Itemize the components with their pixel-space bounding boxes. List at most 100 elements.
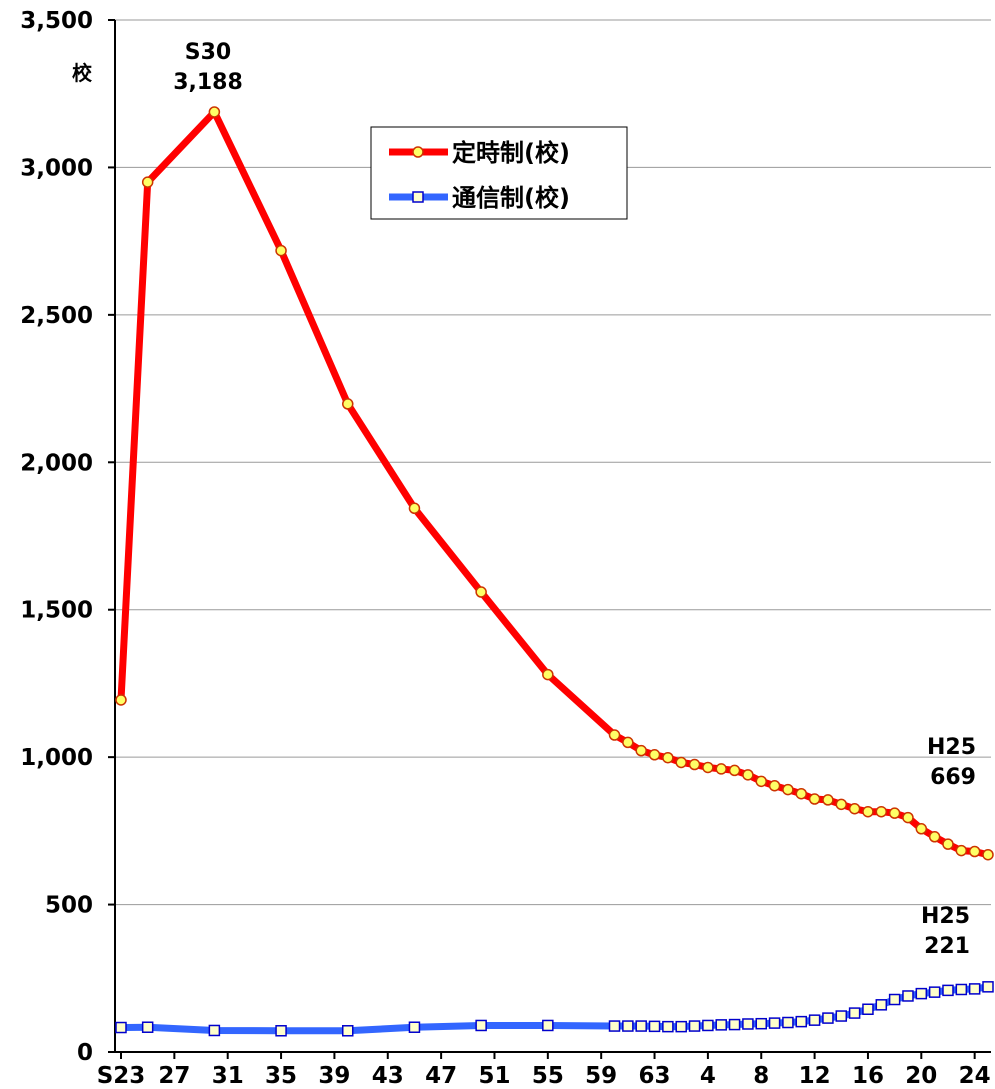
tsushinsei-point bbox=[688, 1020, 701, 1032]
teijisei-point bbox=[982, 848, 994, 861]
tsushinsei-point bbox=[542, 1019, 554, 1032]
y-tick-label: 0 bbox=[77, 1040, 93, 1066]
tsushinsei-point bbox=[662, 1020, 674, 1033]
x-tick-label: 16 bbox=[852, 1063, 884, 1089]
tsushinsei-point bbox=[928, 986, 941, 998]
tsushinsei-point bbox=[275, 1025, 287, 1037]
legend-label-teijisei: 定時制(校) bbox=[452, 139, 570, 167]
tsushinsei-point bbox=[782, 1016, 794, 1029]
legend-marker-teijisei bbox=[412, 146, 424, 158]
x-tick-label: 55 bbox=[532, 1063, 564, 1089]
teijisei-point bbox=[955, 844, 968, 857]
teijisei-point bbox=[782, 783, 794, 796]
tsushinsei-point bbox=[342, 1025, 354, 1037]
teijisei-point bbox=[208, 106, 221, 118]
tsushinsei-point bbox=[208, 1024, 221, 1037]
tsushinsei-point bbox=[702, 1019, 714, 1032]
teijisei-point bbox=[808, 793, 821, 805]
legend-box bbox=[370, 126, 628, 220]
tsushinsei-point bbox=[675, 1020, 687, 1033]
teijisei-point bbox=[742, 769, 754, 781]
x-tick-label: 63 bbox=[639, 1063, 671, 1089]
teijisei-point bbox=[342, 398, 354, 410]
y-tick-label: 3,500 bbox=[20, 8, 93, 34]
teijisei-point bbox=[822, 794, 834, 806]
y-tick-label: 1,000 bbox=[20, 745, 93, 771]
y-tick-label: 500 bbox=[45, 893, 93, 919]
teijisei-point bbox=[622, 736, 634, 749]
annotation-label: H25 221 bbox=[921, 904, 970, 959]
teijisei-point bbox=[275, 244, 287, 257]
teijisei-point bbox=[768, 779, 781, 792]
tsushinsei-point bbox=[808, 1014, 821, 1026]
tsushinsei-point bbox=[875, 999, 888, 1011]
x-tick-label: 31 bbox=[212, 1063, 244, 1089]
tsushinsei-point bbox=[848, 1007, 861, 1019]
teijisei-point bbox=[968, 845, 981, 858]
x-tick-label: 39 bbox=[318, 1063, 350, 1089]
x-tick-label: 4 bbox=[700, 1063, 716, 1089]
tsushinsei-point bbox=[608, 1020, 621, 1032]
tsushinsei-point bbox=[141, 1021, 154, 1033]
tsushinsei-point bbox=[835, 1010, 848, 1022]
teijisei-point bbox=[835, 798, 848, 811]
tsushinsei-point bbox=[795, 1015, 808, 1028]
tsushinsei-point bbox=[982, 981, 994, 993]
tsushinsei-point bbox=[888, 993, 901, 1006]
tsushinsei-point bbox=[755, 1017, 767, 1030]
x-tick-label: 47 bbox=[425, 1063, 457, 1089]
tsushinsei-point bbox=[715, 1019, 727, 1031]
tsushinsei-point bbox=[822, 1012, 834, 1024]
teijisei-point bbox=[648, 749, 661, 761]
tsushinsei-point bbox=[862, 1003, 874, 1015]
x-tick-label: 27 bbox=[158, 1063, 190, 1089]
tsushinsei-point bbox=[622, 1020, 634, 1032]
legend: 定時制(校) 通信制(校) bbox=[370, 126, 628, 220]
x-tick-label: 20 bbox=[905, 1063, 937, 1089]
tsushinsei-point bbox=[902, 990, 914, 1002]
teijisei-series-line bbox=[117, 108, 992, 859]
annotations: S30 3,188 H25 669 H25 221 bbox=[173, 40, 976, 959]
teijisei-point bbox=[862, 805, 874, 818]
y-tick-labels: 0 500 1,000 1,500 2,000 2,500 3,000 3,500 bbox=[20, 8, 115, 1066]
y-unit-label: 校 bbox=[72, 61, 93, 85]
y-tick-label: 2,000 bbox=[20, 450, 93, 476]
teijisei-point bbox=[408, 502, 421, 515]
teijisei-point bbox=[795, 787, 808, 800]
teijisei-point bbox=[942, 838, 954, 850]
teijisei-point bbox=[115, 694, 127, 706]
x-tick-label: 12 bbox=[799, 1063, 831, 1089]
y-tick-label: 2,500 bbox=[20, 303, 93, 329]
legend-label-tsushinsei: 通信制(校) bbox=[452, 184, 570, 212]
teijisei-point bbox=[928, 831, 941, 843]
teijisei-point bbox=[875, 805, 888, 818]
y-tick-label: 1,500 bbox=[20, 598, 93, 624]
y-tick-label: 3,000 bbox=[20, 155, 93, 181]
x-tick-labels: S23 27 31 35 39 43 47 51 55 59 63 4 8 12 16 20 24 bbox=[97, 1052, 991, 1089]
tsushinsei-point bbox=[942, 984, 954, 997]
tsushinsei-point bbox=[742, 1018, 754, 1030]
teijisei-point bbox=[675, 756, 687, 769]
tsushinsei-point bbox=[475, 1019, 487, 1032]
teijisei-point bbox=[728, 764, 741, 777]
tsushinsei-point bbox=[955, 983, 968, 996]
teijisei-point bbox=[702, 761, 714, 774]
x-tick-label: 51 bbox=[478, 1063, 510, 1089]
teijisei-point bbox=[475, 586, 487, 598]
teijisei-point bbox=[715, 763, 727, 775]
teijisei-point bbox=[848, 802, 861, 815]
teijisei-point bbox=[141, 176, 154, 188]
tsushinsei-point bbox=[408, 1021, 421, 1033]
tsushinsei-point bbox=[968, 983, 981, 995]
teijisei-point bbox=[608, 729, 621, 741]
annotation-label: H25 669 bbox=[927, 735, 976, 790]
x-tick-label: 59 bbox=[585, 1063, 617, 1089]
x-tick-label: 24 bbox=[959, 1063, 991, 1089]
tsushinsei-point bbox=[768, 1017, 781, 1029]
tsushinsei-point bbox=[115, 1021, 127, 1034]
teijisei-point bbox=[888, 807, 901, 819]
x-tick-label: 43 bbox=[372, 1063, 404, 1089]
x-tick-label: 35 bbox=[265, 1063, 297, 1089]
teijisei-point bbox=[662, 751, 674, 764]
